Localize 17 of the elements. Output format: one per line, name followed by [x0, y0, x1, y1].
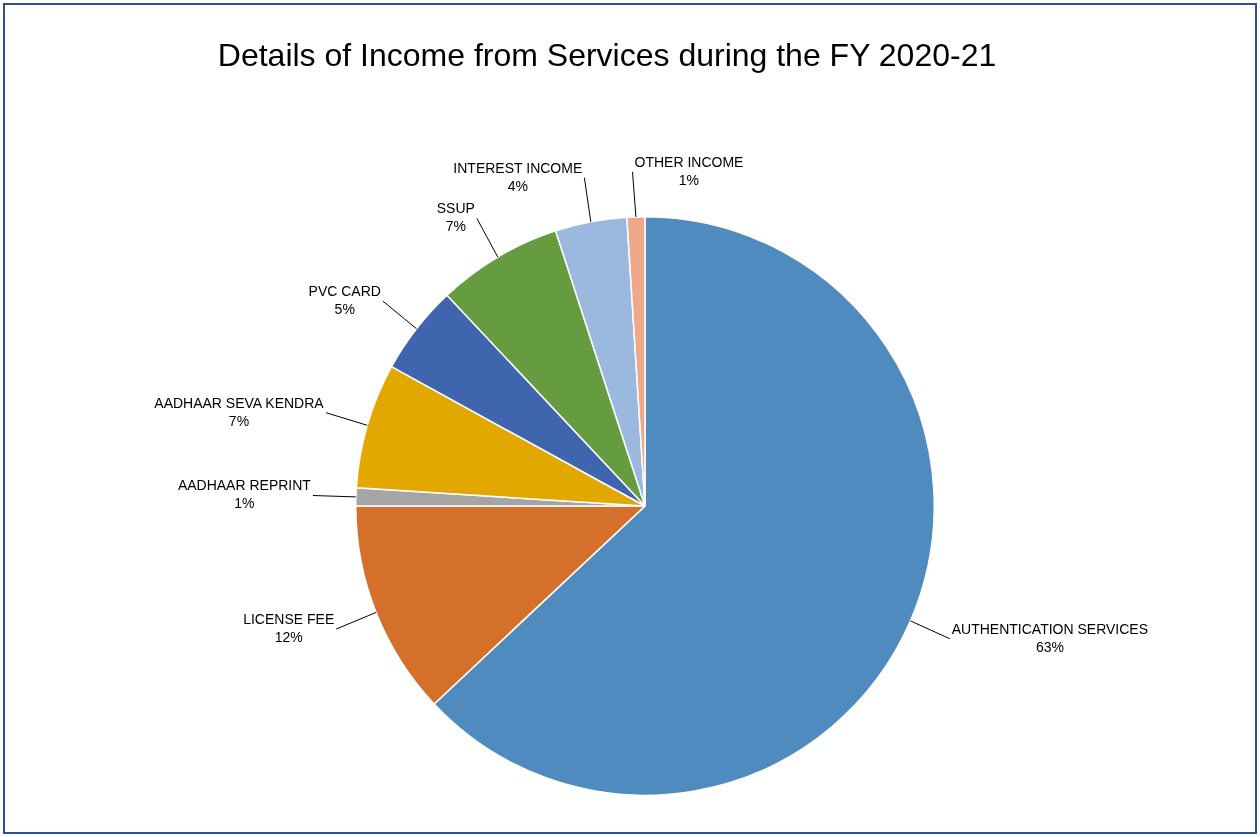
- data-label: 1%: [678, 171, 700, 188]
- slice-label: OTHER INCOME: [634, 153, 744, 170]
- data-label: 7%: [445, 218, 466, 235]
- data-label: 1%: [234, 495, 255, 512]
- slice-label: PVC CARD: [308, 283, 381, 299]
- slice-label: SSUP: [436, 200, 475, 217]
- chart-title: Details of Income from Services during the FY 2020-21: [217, 36, 997, 73]
- data-label: 4%: [507, 177, 528, 194]
- slice-label: AADHAAR SEVA KENDRA: [154, 394, 325, 411]
- slice-label: AADHAAR REPRINT: [177, 477, 312, 494]
- data-label: 5%: [334, 301, 355, 317]
- data-label: 63%: [1035, 638, 1064, 655]
- slice-label: AUTHENTICATION SERVICES: [951, 620, 1149, 637]
- data-label: 12%: [274, 628, 303, 645]
- data-label: 7%: [228, 412, 250, 429]
- slice-label: INTEREST INCOME: [453, 159, 583, 176]
- slice-label: LICENSE FEE: [243, 610, 335, 627]
